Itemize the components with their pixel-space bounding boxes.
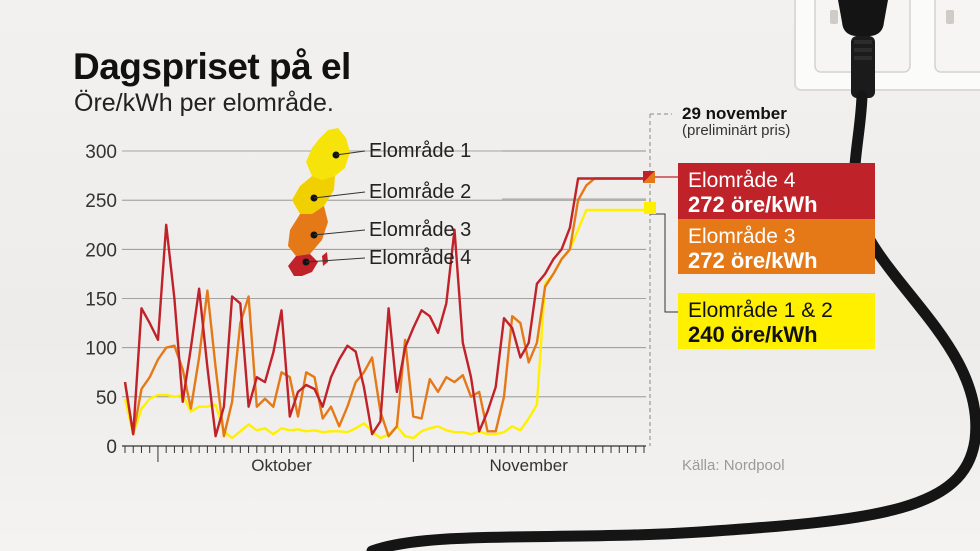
map-leader [335,150,366,156]
y-tick-label: 300 [85,142,117,163]
callout-note: (preliminärt pris) [682,122,791,139]
price-box-se3-name: Elområde 3 [688,225,796,248]
x-tick-label: Oktober [251,456,312,475]
y-tick-label: 50 [96,388,117,409]
series-lines [123,177,644,440]
chart-subtitle: Öre/kWh per elområde. [74,89,334,117]
chart-title: Dagspriset på el [73,46,351,87]
y-tick-labels: 0 50 100 150 200 250 300 [85,142,117,458]
series-line-1 [123,177,644,438]
x-axis: Oktober November [122,113,672,475]
end-markers [643,171,656,214]
x-tick-label: November [489,456,568,475]
series-line-2 [123,177,644,438]
map-region-se1 [306,128,350,180]
map-label: Elområde 3 [369,219,471,241]
marker-se12 [644,202,656,214]
map-region-se4 [288,254,318,276]
map-island [322,252,328,266]
map-labels: Elområde 1 Elområde 2 Elområde 3 Elområde 4 [369,140,471,269]
connector-se12 [650,213,678,313]
callout-connectors [650,176,678,313]
price-box-se3: Elområde 3 272 öre/kWh [678,219,875,274]
callout-date: 29 november [682,104,787,123]
price-box-se12-value: 240 öre/kWh [688,322,818,347]
price-box-se12: Elområde 1 & 2 240 öre/kWh [678,293,875,349]
y-tick-label: 0 [106,437,117,458]
price-box-se3-value: 272 öre/kWh [688,248,818,273]
price-box-se4-name: Elområde 4 [688,169,796,192]
sweden-map [288,128,350,276]
price-box-se12-name: Elområde 1 & 2 [688,299,833,322]
y-tick-label: 250 [85,191,117,212]
map-leader [313,229,366,236]
price-box-se4-value: 272 öre/kWh [688,192,818,217]
map-label: Elområde 1 [369,140,471,162]
source-credit: Källa: Nordpool [682,457,785,474]
map-leader [305,257,366,263]
map-label: Elområde 2 [369,181,471,203]
price-box-se4: Elområde 4 272 öre/kWh [678,163,875,219]
marker-se3 [643,171,655,183]
y-tick-label: 200 [85,240,117,261]
y-tick-label: 150 [85,290,117,311]
map-region-se3 [288,206,328,256]
map-label-leaders [302,150,366,266]
y-tick-label: 100 [85,339,117,360]
map-label: Elområde 4 [369,247,471,269]
map-leader [313,191,366,199]
